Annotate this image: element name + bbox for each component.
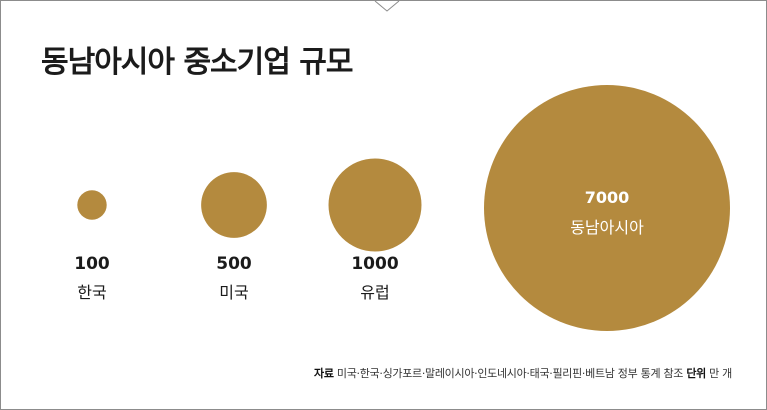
value-label-2: 1000 (351, 254, 398, 274)
chevron-down-icon (374, 0, 400, 12)
page-title: 동남아시아 중소기업 규모 (41, 45, 353, 80)
bubble-1 (201, 172, 267, 238)
unit-text: 만 개 (709, 367, 732, 380)
value-label-3: 7000 (585, 188, 630, 207)
category-label-3: 동남아시아 (570, 218, 644, 237)
category-label-2: 유럽 (360, 283, 389, 302)
category-label-0: 한국 (77, 283, 106, 302)
bubble-2 (328, 158, 422, 252)
source-note: 자료 미국·한국·싱가포르·말레이시아·인도네시아·태국·필리핀·베트남 정부 … (314, 365, 732, 381)
source-label: 자료 (314, 367, 334, 380)
bubble-0 (77, 190, 107, 220)
bubble-3 (484, 85, 730, 331)
source-text: 미국·한국·싱가포르·말레이시아·인도네시아·태국·필리핀·베트남 정부 통계 … (336, 367, 684, 380)
value-label-1: 500 (216, 254, 252, 274)
value-label-0: 100 (74, 254, 110, 274)
unit-label: 단위 (686, 367, 706, 380)
bubble-chart: 100 한국 500 미국 1000 유럽 7000 동남아시아 (74, 85, 730, 331)
category-label-1: 미국 (219, 283, 248, 302)
